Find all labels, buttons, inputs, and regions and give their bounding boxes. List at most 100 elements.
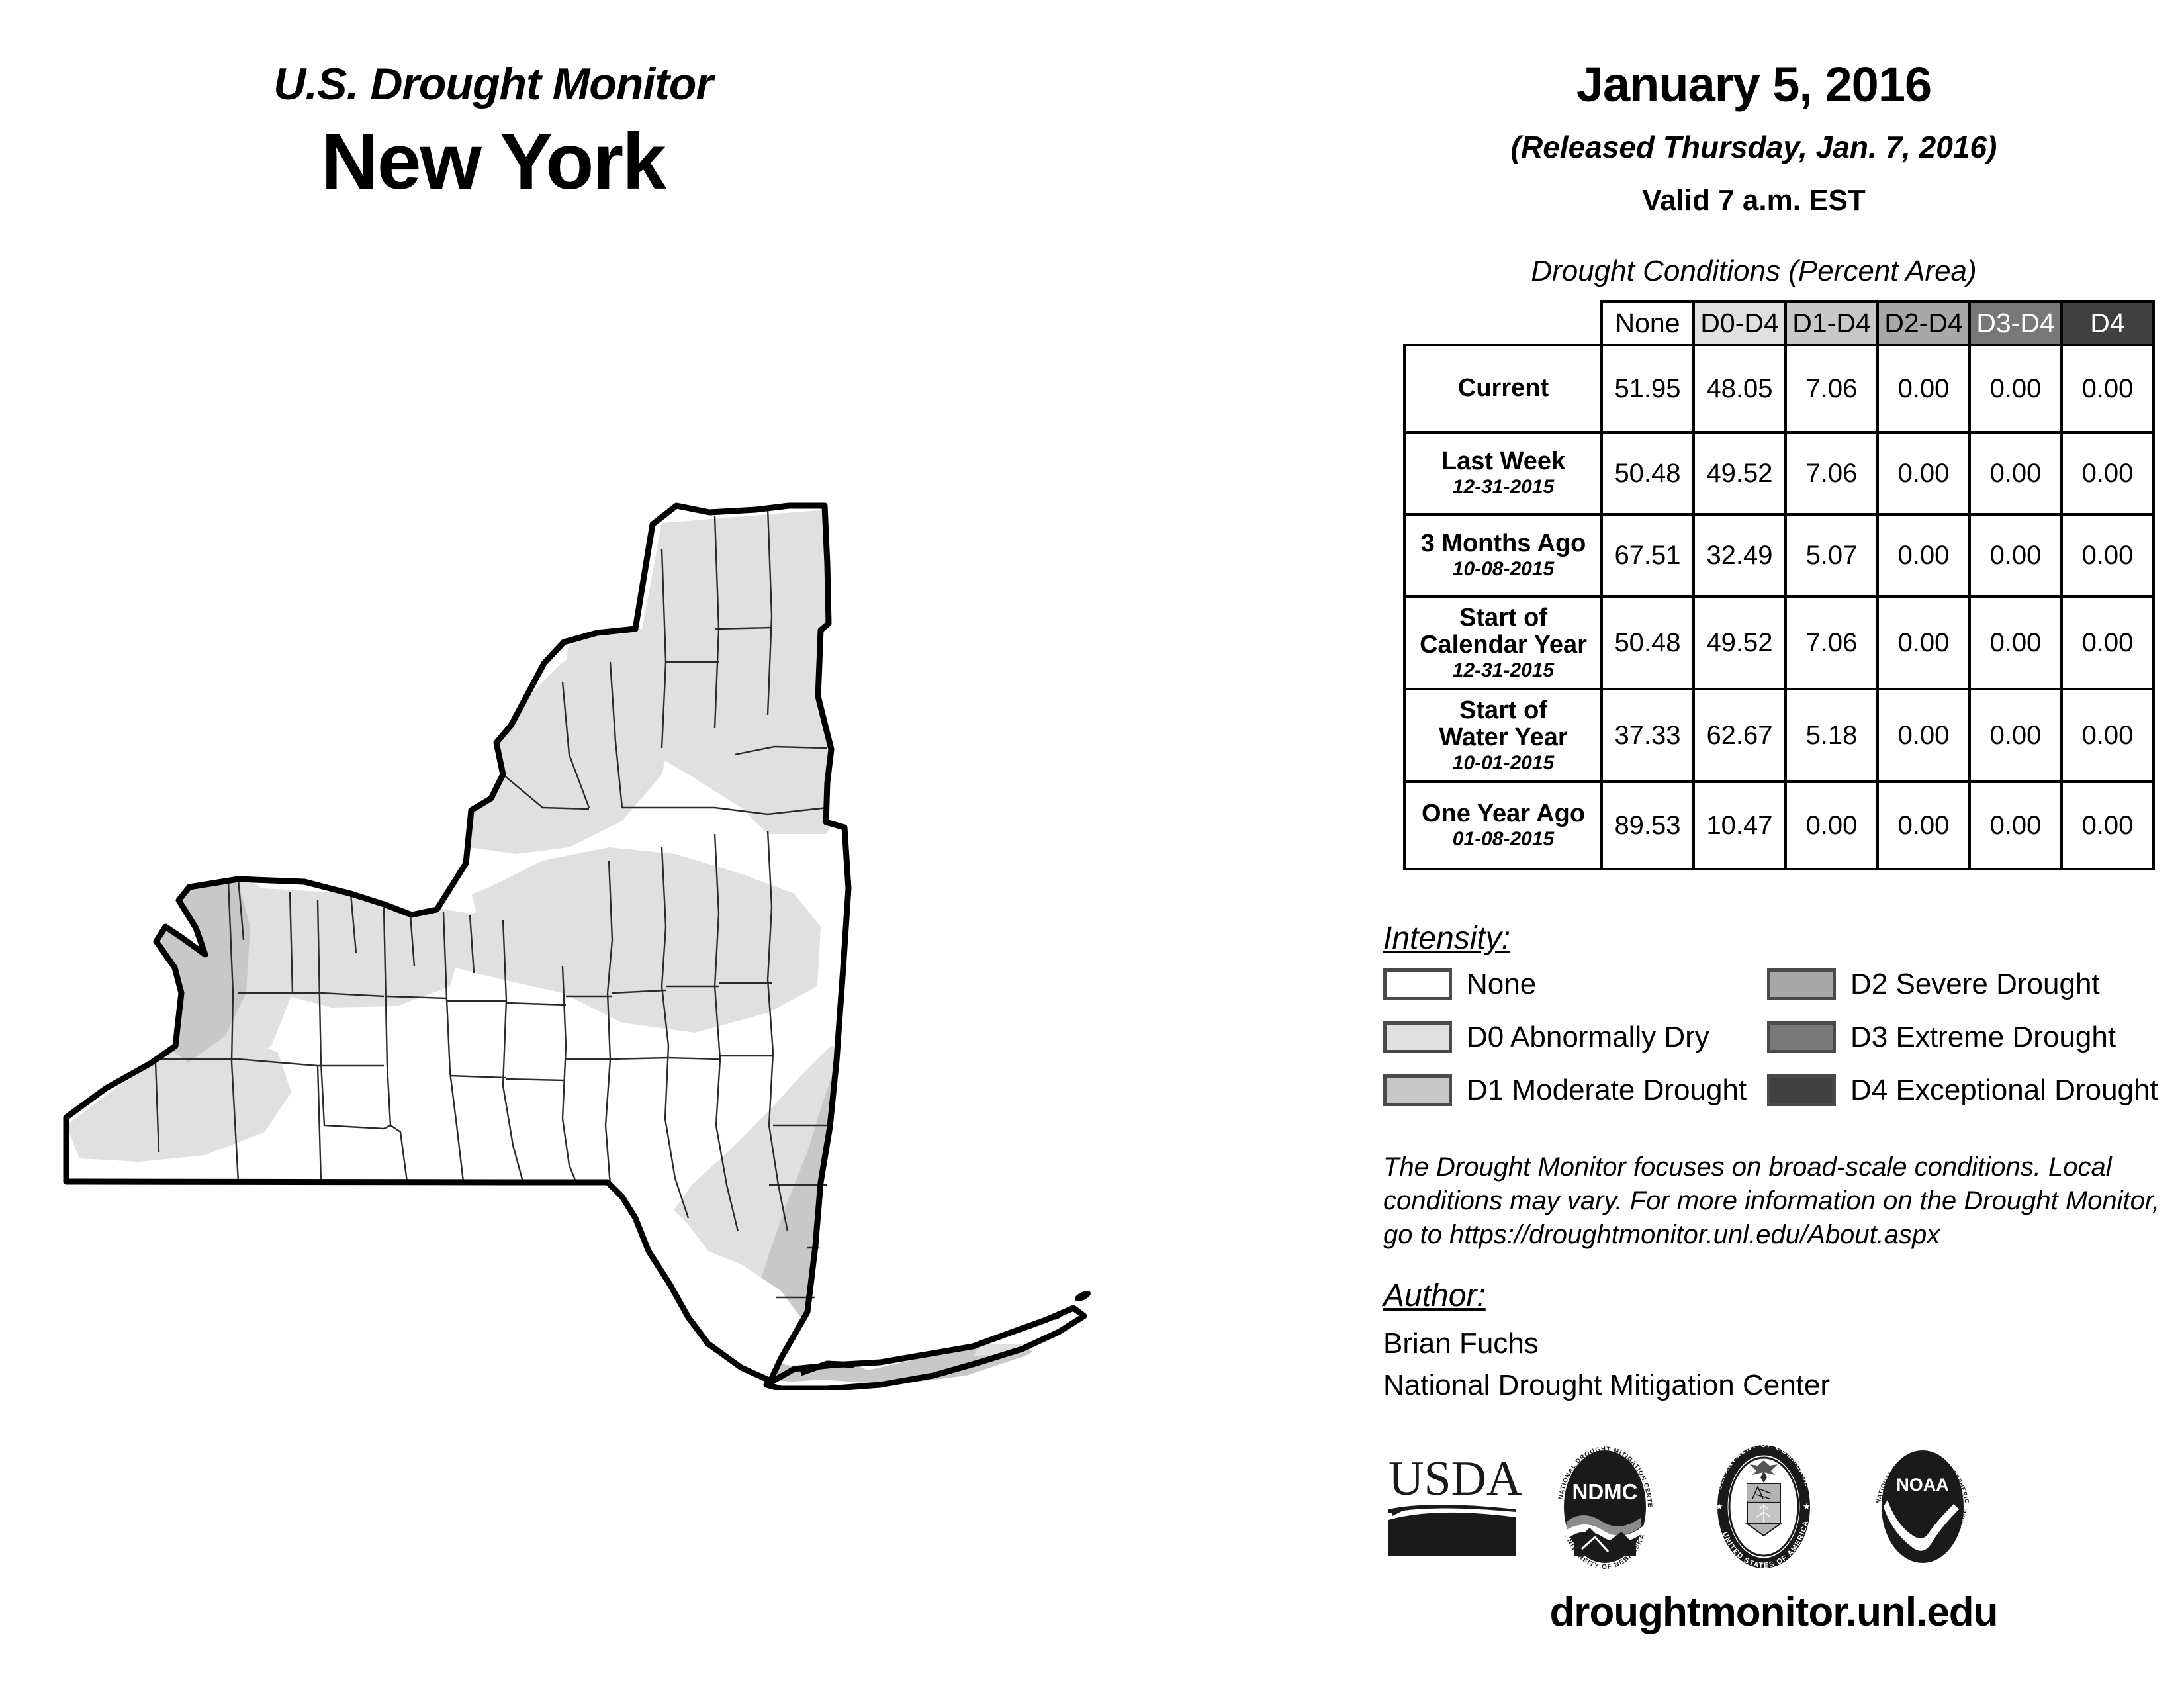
row-label-date: 10-08-2015 xyxy=(1452,558,1555,581)
cell-cal-d0d4: 49.52 xyxy=(1692,595,1787,690)
cell-wy-none: 37.33 xyxy=(1600,688,1695,783)
column-header-none: None xyxy=(1600,300,1695,346)
cell-3mo-d0d4: 32.49 xyxy=(1692,513,1787,598)
cell-cal-none: 50.48 xyxy=(1600,595,1695,690)
legend-label-d0: D0 Abnormally Dry xyxy=(1467,1021,1709,1053)
cell-1yr-d1d4: 0.00 xyxy=(1784,780,1879,870)
row-label-line1: Start of xyxy=(1459,696,1547,724)
column-header-d0d4: D0-D4 xyxy=(1692,300,1787,346)
row-label-one-year-ago: One Year Ago 01-08-2015 xyxy=(1403,780,1603,870)
row-label-current: Current xyxy=(1403,344,1603,434)
cell-current-d4: 0.00 xyxy=(2060,344,2155,434)
table-header-row: None D0-D4 D1-D4 D2-D4 D3-D4 D4 xyxy=(1405,300,2155,346)
table-caption: Drought Conditions (Percent Area) xyxy=(1531,255,1977,287)
legend-column-right: D2 Severe Drought D3 Extreme Drought D4 … xyxy=(1767,968,2158,1127)
legend-column-left: None D0 Abnormally Dry D1 Moderate Droug… xyxy=(1383,968,1747,1127)
legend-item-none: None xyxy=(1383,968,1747,1001)
legend-item-d0: D0 Abnormally Dry xyxy=(1383,1021,1747,1054)
legend-swatch-d2 xyxy=(1767,968,1836,1000)
svg-text:★: ★ xyxy=(1803,1501,1811,1511)
partner-logos: USDA NATIONAL DROUGHT MITIGATION CENTER … xyxy=(1377,1443,2158,1569)
svg-text:NDMC: NDMC xyxy=(1572,1479,1638,1504)
department-of-commerce-seal: DEPARTMENT OF COMMERCE UNITED STATES OF … xyxy=(1715,1443,1811,1569)
legend-label-d2: D2 Severe Drought xyxy=(1850,968,2100,1000)
row-label-line2: Water Year xyxy=(1439,723,1568,751)
ndmc-logo: NATIONAL DROUGHT MITIGATION CENTER UNIVE… xyxy=(1542,1443,1653,1569)
svg-text:NOAA: NOAA xyxy=(1896,1475,1949,1495)
column-header-d2d4: D2-D4 xyxy=(1876,300,1971,346)
map-date: January 5, 2016 xyxy=(1576,57,1932,112)
svg-text:★: ★ xyxy=(1715,1501,1723,1511)
valid-time: Valid 7 a.m. EST xyxy=(1642,184,1866,216)
d0-region-lake-ontario xyxy=(424,847,821,1033)
table-row: Current 51.95 48.05 7.06 0.00 0.00 0.00 xyxy=(1403,344,2155,434)
cell-current-none: 51.95 xyxy=(1600,344,1695,434)
legend-item-d1: D1 Moderate Drought xyxy=(1383,1074,1747,1107)
cell-1yr-d0d4: 10.47 xyxy=(1692,780,1787,870)
cell-3mo-none: 67.51 xyxy=(1600,513,1695,598)
legend-swatch-d0 xyxy=(1383,1021,1452,1053)
cell-cal-d1d4: 7.06 xyxy=(1784,595,1879,690)
row-label-start-of-calendar-year: Start of Calendar Year 12-31-2015 xyxy=(1403,595,1603,690)
program-title: U.S. Drought Monitor xyxy=(273,59,713,109)
cell-1yr-d4: 0.00 xyxy=(2060,780,2155,870)
legend-swatch-d3 xyxy=(1767,1021,1836,1053)
cell-1yr-d3d4: 0.00 xyxy=(1968,780,2063,870)
author-heading: Author: xyxy=(1383,1278,1486,1313)
row-label-start-of-water-year: Start of Water Year 10-01-2015 xyxy=(1403,688,1603,783)
cell-1yr-d2d4: 0.00 xyxy=(1876,780,1971,870)
table-row: 3 Months Ago 10-08-2015 67.51 32.49 5.07… xyxy=(1403,513,2155,598)
row-label-text: 3 Months Ago xyxy=(1420,530,1586,558)
legend-swatch-d4 xyxy=(1767,1074,1836,1106)
cell-lastweek-d0d4: 49.52 xyxy=(1692,431,1787,516)
table-row: Start of Calendar Year 12-31-2015 50.48 … xyxy=(1403,595,2155,690)
cell-1yr-none: 89.53 xyxy=(1600,780,1695,870)
intensity-heading: Intensity: xyxy=(1383,921,1511,956)
noaa-logo: NATIONAL OCEANIC AND ATMOSPHERIC ADMINIS… xyxy=(1860,1443,1970,1563)
d0-region-north-west xyxy=(450,635,675,854)
legend-item-d4: D4 Exceptional Drought xyxy=(1767,1074,2158,1107)
cell-3mo-d1d4: 5.07 xyxy=(1784,513,1879,598)
offshore-islands xyxy=(1050,1291,1091,1320)
table-corner-cell xyxy=(1405,301,1602,345)
cell-wy-d2d4: 0.00 xyxy=(1876,688,1971,783)
state-title: New York xyxy=(321,117,666,206)
row-label-date: 01-08-2015 xyxy=(1452,828,1555,851)
legend-swatch-none xyxy=(1383,968,1452,1000)
legend-swatch-d1 xyxy=(1383,1074,1452,1106)
author-name: Brian Fuchs xyxy=(1383,1327,1539,1360)
cell-wy-d3d4: 0.00 xyxy=(1968,688,2063,783)
county-boundaries xyxy=(154,508,831,1299)
footer-url: droughtmonitor.unl.edu xyxy=(1549,1589,1998,1635)
table-row: Last Week 12-31-2015 50.48 49.52 7.06 0.… xyxy=(1403,431,2155,516)
drought-map xyxy=(40,463,1310,1390)
row-label-text: One Year Ago xyxy=(1421,800,1586,828)
cell-lastweek-none: 50.48 xyxy=(1600,431,1695,516)
usda-logo: USDA xyxy=(1388,1452,1522,1556)
disclaimer-text: The Drought Monitor focuses on broad-sca… xyxy=(1383,1152,2160,1250)
legend-label-none: None xyxy=(1467,968,1537,1000)
row-label-text: Current xyxy=(1457,374,1549,402)
d0-region-north xyxy=(563,510,834,834)
legend-item-d3: D3 Extreme Drought xyxy=(1767,1021,2158,1054)
drought-conditions-table: None D0-D4 D1-D4 D2-D4 D3-D4 D4 Current … xyxy=(1403,300,2155,870)
column-header-d1d4: D1-D4 xyxy=(1784,300,1879,346)
release-date: (Released Thursday, Jan. 7, 2016) xyxy=(1510,130,1997,164)
svg-text:USDA: USDA xyxy=(1388,1452,1522,1506)
cell-current-d0d4: 48.05 xyxy=(1692,344,1787,434)
legend-label-d1: D1 Moderate Drought xyxy=(1467,1074,1747,1106)
legend-label-d3: D3 Extreme Drought xyxy=(1850,1021,2116,1053)
cell-lastweek-d4: 0.00 xyxy=(2060,431,2155,516)
cell-cal-d2d4: 0.00 xyxy=(1876,595,1971,690)
cell-cal-d4: 0.00 xyxy=(2060,595,2155,690)
state-outline xyxy=(63,502,1087,1390)
row-label-line1: Start of xyxy=(1459,603,1547,632)
legend-item-d2: D2 Severe Drought xyxy=(1767,968,2158,1001)
cell-lastweek-d1d4: 7.06 xyxy=(1784,431,1879,516)
legend-label-d4: D4 Exceptional Drought xyxy=(1850,1074,2158,1106)
column-header-d4: D4 xyxy=(2060,300,2155,346)
column-header-d3d4: D3-D4 xyxy=(1968,300,2063,346)
row-label-text: Last Week xyxy=(1441,447,1566,476)
author-organization: National Drought Mitigation Center xyxy=(1383,1369,1831,1401)
row-label-date: 12-31-2015 xyxy=(1452,476,1555,498)
